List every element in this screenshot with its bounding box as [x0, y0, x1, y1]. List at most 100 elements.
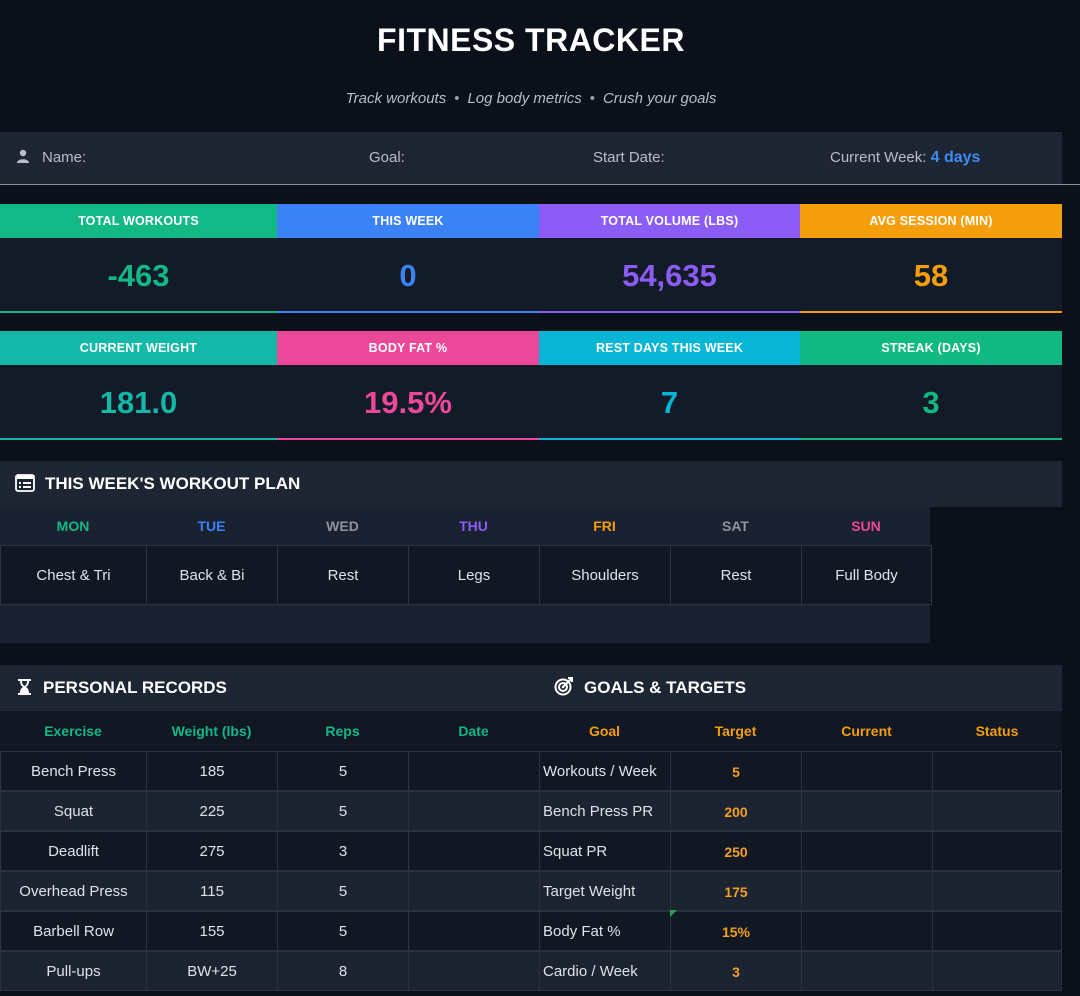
stat-card-body-fat: BODY FAT % 19.5%	[277, 331, 539, 440]
goal-status[interactable]	[932, 871, 1062, 911]
calendar-list-icon	[15, 474, 35, 492]
record-date[interactable]	[408, 751, 540, 791]
record-reps[interactable]: 5	[277, 871, 409, 911]
day-header-wed: WED	[326, 518, 359, 534]
goal-target[interactable]: 200	[670, 791, 802, 831]
tables-header-row	[0, 711, 1062, 751]
subtitle-item: Log body metrics	[467, 90, 582, 107]
goal-current[interactable]	[801, 831, 933, 871]
goal-label: Goal:	[369, 149, 405, 166]
workout-cell-sat[interactable]: Rest	[670, 545, 802, 605]
name-label: Name:	[42, 149, 87, 166]
records-col-exercise: Exercise	[44, 723, 102, 739]
goal-target[interactable]: 250	[670, 831, 802, 871]
workout-cell-mon[interactable]: Chest & Tri	[0, 545, 147, 605]
goals-col-goal: Goal	[588, 723, 621, 739]
records-col-weight: Weight (lbs)	[171, 723, 252, 739]
record-exercise[interactable]: Pull-ups	[0, 951, 147, 991]
record-date[interactable]	[408, 831, 540, 871]
target-icon	[554, 677, 573, 696]
goal-target[interactable]: 3	[670, 951, 802, 991]
stat-label: BODY FAT %	[277, 331, 539, 365]
day-header-sat: SAT	[722, 518, 749, 534]
record-exercise[interactable]: Barbell Row	[0, 911, 147, 951]
record-weight[interactable]: 275	[146, 831, 278, 871]
subtitle-separator: •	[589, 90, 595, 107]
goal-target[interactable]: 175	[670, 871, 802, 911]
goal-status[interactable]	[932, 831, 1062, 871]
goal-current[interactable]	[801, 951, 933, 991]
stat-card-this-week: THIS WEEK 0	[277, 204, 539, 313]
workout-cell-thu[interactable]: Legs	[408, 545, 540, 605]
cell-comment-marker	[670, 910, 677, 917]
record-date[interactable]	[408, 951, 540, 991]
workout-plan-title-wrap: THIS WEEK'S WORKOUT PLAN	[15, 461, 300, 507]
current-week-value: 4 days	[930, 149, 981, 166]
record-reps[interactable]: 5	[277, 911, 409, 951]
record-reps[interactable]: 8	[277, 951, 409, 991]
goal-current[interactable]	[801, 751, 933, 791]
goal-name[interactable]: Bench Press PR	[539, 791, 671, 831]
goal-name[interactable]: Body Fat %	[539, 911, 671, 951]
goal-status[interactable]	[932, 751, 1062, 791]
stat-value: 3	[800, 365, 1062, 438]
goal-current[interactable]	[801, 911, 933, 951]
goals-title: GOALS & TARGETS	[584, 678, 747, 697]
stat-value: 0	[277, 238, 539, 311]
day-header-tue: TUE	[197, 518, 226, 534]
goal-name[interactable]: Squat PR	[539, 831, 671, 871]
record-date[interactable]	[408, 871, 540, 911]
records-col-date: Date	[458, 723, 489, 739]
page-title: FITNESS TRACKER	[377, 22, 685, 58]
start-date-field[interactable]: Start Date:	[593, 132, 665, 184]
stat-value: 7	[539, 365, 800, 438]
record-weight[interactable]: BW+25	[146, 951, 278, 991]
record-reps[interactable]: 5	[277, 791, 409, 831]
workout-plan-title: THIS WEEK'S WORKOUT PLAN	[45, 474, 301, 493]
record-weight[interactable]: 155	[146, 911, 278, 951]
stat-underline	[0, 311, 277, 313]
stat-underline	[539, 438, 800, 440]
goal-status[interactable]	[932, 791, 1062, 831]
stat-value: 54,635	[539, 238, 800, 311]
workout-cell-wed[interactable]: Rest	[277, 545, 409, 605]
goal-target[interactable]: 5	[670, 751, 802, 791]
record-reps[interactable]: 5	[277, 751, 409, 791]
record-weight[interactable]: 115	[146, 871, 278, 911]
record-exercise[interactable]: Squat	[0, 791, 147, 831]
record-date[interactable]	[408, 911, 540, 951]
record-date[interactable]	[408, 791, 540, 831]
record-exercise[interactable]: Deadlift	[0, 831, 147, 871]
day-header-fri: FRI	[593, 518, 616, 534]
personal-records-title-wrap: PERSONAL RECORDS	[16, 665, 227, 711]
stat-underline	[800, 438, 1062, 440]
goal-current[interactable]	[801, 791, 933, 831]
goals-col-target: Target	[714, 723, 757, 739]
goal-name[interactable]: Cardio / Week	[539, 951, 671, 991]
workout-cell-sun[interactable]: Full Body	[801, 545, 932, 605]
day-header-mon: MON	[56, 518, 90, 534]
stat-card-rest-days: REST DAYS THIS WEEK 7	[539, 331, 800, 440]
goal-name[interactable]: Target Weight	[539, 871, 671, 911]
name-field[interactable]: Name:	[16, 132, 86, 184]
stat-card-streak: STREAK (DAYS) 3	[800, 331, 1062, 440]
record-weight[interactable]: 185	[146, 751, 278, 791]
stat-card-total-volume: TOTAL VOLUME (LBS) 54,635	[539, 204, 800, 313]
goal-target[interactable]: 15%	[670, 911, 802, 951]
stat-card-total-workouts: TOTAL WORKOUTS -463	[0, 204, 277, 313]
goal-status[interactable]	[932, 911, 1062, 951]
goal-status[interactable]	[932, 951, 1062, 991]
stat-underline	[800, 311, 1062, 313]
record-exercise[interactable]: Bench Press	[0, 751, 147, 791]
records-col-reps: Reps	[325, 723, 360, 739]
workout-cell-fri[interactable]: Shoulders	[539, 545, 671, 605]
goal-field[interactable]: Goal:	[369, 132, 405, 184]
record-weight[interactable]: 225	[146, 791, 278, 831]
stat-value: -463	[0, 238, 277, 311]
record-exercise[interactable]: Overhead Press	[0, 871, 147, 911]
goal-current[interactable]	[801, 871, 933, 911]
workout-cell-tue[interactable]: Back & Bi	[146, 545, 278, 605]
record-reps[interactable]: 3	[277, 831, 409, 871]
goal-name[interactable]: Workouts / Week	[539, 751, 671, 791]
stat-label: THIS WEEK	[277, 204, 539, 238]
